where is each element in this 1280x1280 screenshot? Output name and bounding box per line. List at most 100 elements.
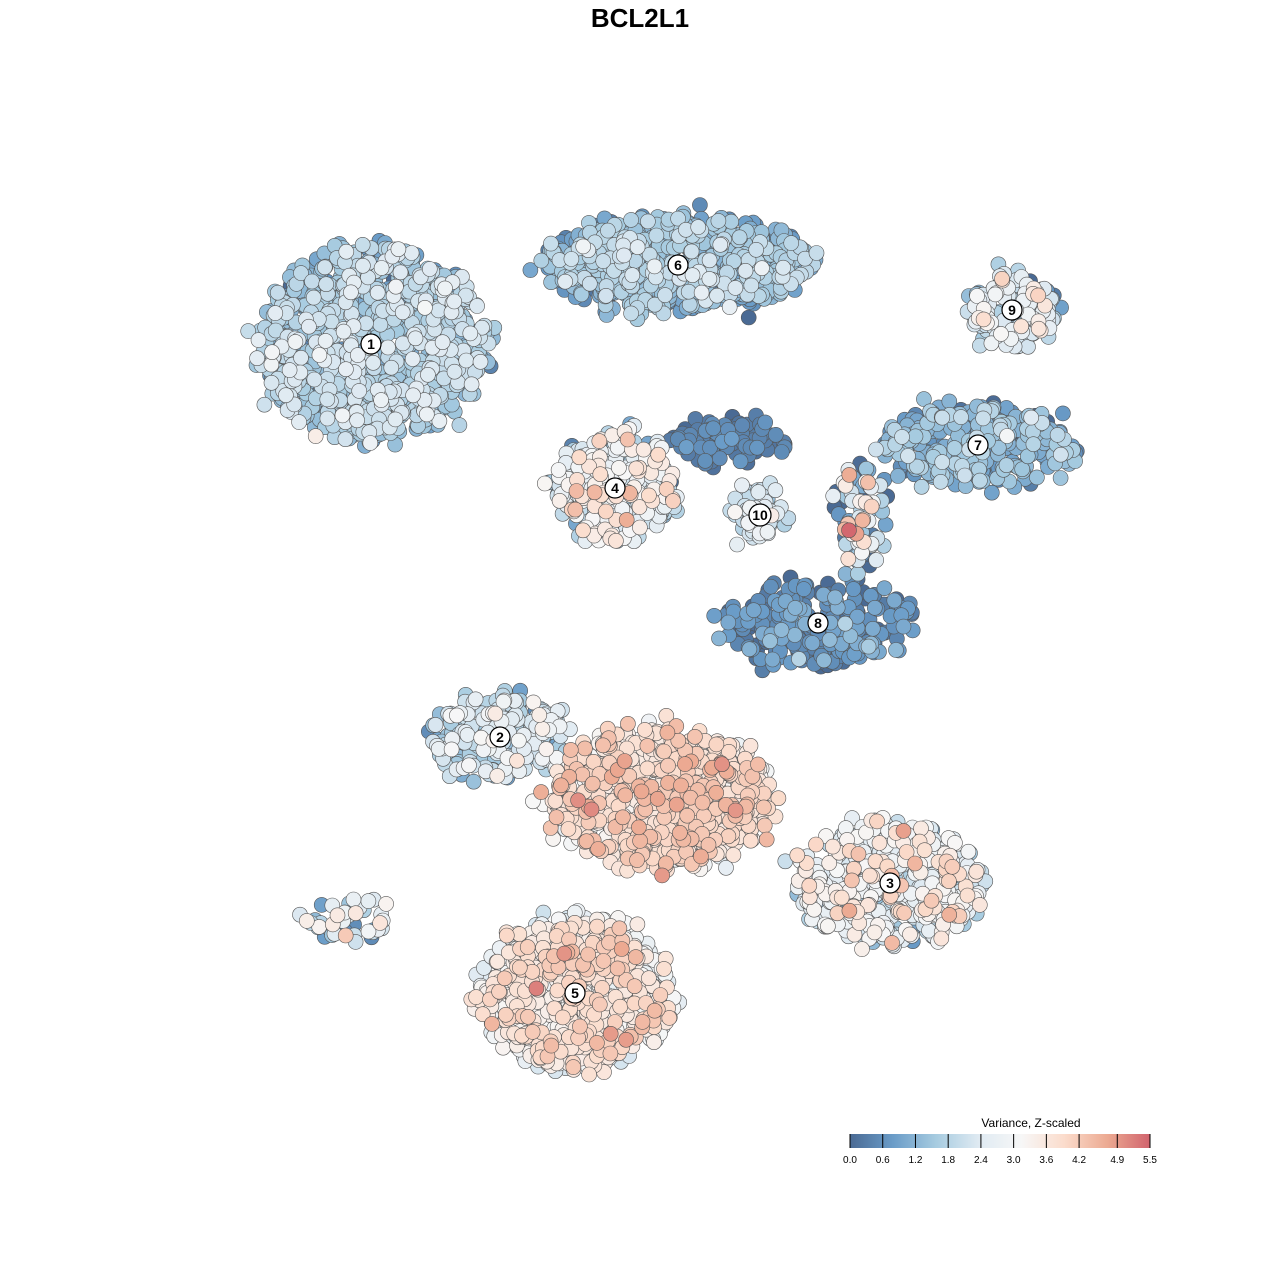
data-point: [510, 732, 527, 749]
data-point: [536, 475, 553, 492]
data-point: [287, 334, 304, 350]
data-point: [934, 409, 951, 426]
data-point: [373, 392, 389, 408]
data-point: [854, 941, 870, 957]
data-point: [646, 258, 663, 275]
data-point: [629, 916, 646, 933]
data-point: [301, 318, 317, 335]
data-point: [427, 717, 444, 733]
data-point: [373, 260, 390, 276]
data-point: [380, 339, 396, 356]
data-point: [1053, 446, 1069, 463]
chart-title: BCL2L1: [591, 3, 689, 33]
data-point: [762, 578, 779, 595]
data-point: [1029, 469, 1045, 486]
data-point: [709, 287, 725, 304]
data-point: [281, 362, 298, 378]
data-point: [998, 457, 1015, 474]
data-point: [291, 414, 307, 430]
data-point: [624, 267, 641, 283]
data-point: [531, 707, 548, 723]
data-point: [543, 235, 559, 252]
data-point: [754, 260, 770, 277]
points-layer: [240, 197, 1085, 1083]
data-point: [311, 347, 328, 363]
data-point: [581, 275, 598, 292]
data-point: [748, 242, 765, 258]
data-point: [437, 280, 453, 297]
data-point: [983, 484, 1000, 501]
data-point: [723, 430, 740, 447]
data-point: [305, 289, 322, 306]
data-point: [877, 516, 894, 533]
data-point: [467, 691, 484, 708]
data-point: [909, 458, 925, 475]
data-point: [721, 299, 738, 315]
data-point: [734, 417, 751, 434]
data-point: [731, 229, 748, 246]
data-point: [575, 238, 592, 255]
data-point: [623, 212, 639, 228]
data-point: [946, 440, 963, 456]
data-point: [999, 428, 1015, 444]
data-point: [1025, 436, 1042, 453]
data-point: [837, 615, 854, 632]
data-point: [337, 431, 354, 448]
data-point: [749, 439, 765, 456]
data-point: [827, 589, 843, 606]
data-point: [319, 391, 336, 408]
data-point: [392, 264, 409, 281]
data-point: [773, 622, 790, 638]
data-point: [693, 284, 710, 301]
data-point: [557, 273, 574, 290]
data-point: [418, 406, 435, 423]
data-point: [533, 252, 550, 269]
data-point: [953, 409, 969, 425]
data-point: [960, 843, 977, 860]
data-point: [616, 247, 632, 264]
data-point: [705, 420, 722, 437]
data-point: [791, 651, 807, 667]
data-point: [657, 287, 673, 303]
data-point: [249, 350, 265, 367]
data-point: [732, 453, 749, 470]
data-point: [298, 913, 315, 929]
data-point: [263, 374, 280, 391]
data-point: [864, 620, 881, 637]
data-point: [611, 460, 627, 476]
data-point: [759, 524, 776, 540]
data-point: [850, 565, 866, 582]
data-point: [365, 354, 382, 371]
data-point: [347, 905, 364, 922]
data-point: [1052, 470, 1069, 486]
data-point: [250, 332, 267, 348]
data-point: [767, 426, 784, 443]
data-point: [472, 353, 489, 370]
data-point: [710, 213, 727, 229]
data-point: [600, 222, 616, 239]
data-point: [775, 259, 792, 276]
data-point: [956, 467, 973, 484]
data-point: [355, 257, 371, 274]
data-point: [1049, 427, 1066, 443]
data-point: [701, 271, 718, 287]
data-point: [369, 284, 386, 301]
data-point: [913, 478, 930, 495]
data-point: [264, 344, 280, 361]
data-point: [489, 768, 506, 784]
data-point: [876, 580, 893, 597]
data-point: [745, 602, 762, 619]
data-point: [334, 407, 351, 424]
data-point: [750, 484, 767, 500]
data-point: [465, 773, 482, 790]
data-point: [987, 286, 1004, 303]
data-point: [469, 298, 485, 314]
data-point: [941, 393, 958, 410]
data-point: [304, 273, 320, 290]
data-point: [354, 237, 371, 253]
data-point: [293, 349, 309, 366]
data-point: [635, 441, 652, 458]
data-point: [729, 536, 745, 553]
data-point: [757, 414, 774, 431]
